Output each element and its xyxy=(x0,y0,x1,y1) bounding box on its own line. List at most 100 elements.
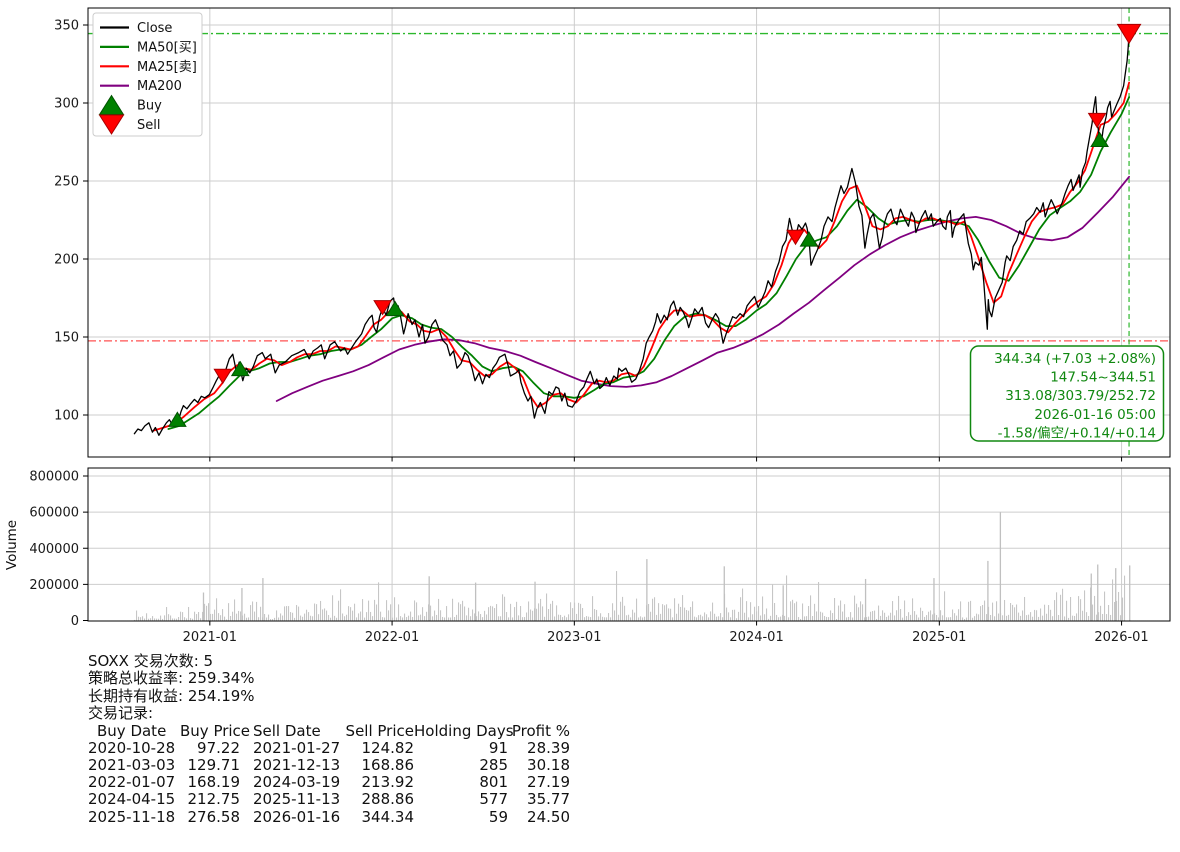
volume-bar xyxy=(438,598,440,621)
volume-bar xyxy=(508,617,510,621)
volume-bar xyxy=(704,612,706,621)
volume-bar xyxy=(160,615,162,621)
volume-bar xyxy=(476,616,478,621)
volume-bar xyxy=(336,617,338,621)
series-ma25- xyxy=(152,81,1130,432)
volume-bar xyxy=(430,605,432,621)
volume-bar xyxy=(362,599,364,621)
volume-bar xyxy=(918,617,920,621)
volume-bar xyxy=(726,607,728,621)
volume-bar xyxy=(278,617,280,621)
trade-table-cell: 577 xyxy=(479,790,508,809)
stats-trade-record-title: 交易记录: xyxy=(88,704,154,723)
stats-strategy-return: 策略总收益率: 259.34% xyxy=(88,669,255,688)
volume-bar xyxy=(812,616,814,621)
volume-bar xyxy=(1038,616,1040,621)
volume-bar xyxy=(1058,614,1060,621)
volume-bar xyxy=(156,618,158,621)
volume-ytick-label: 800000 xyxy=(29,470,79,485)
volume-bar xyxy=(340,589,342,621)
volume-bar xyxy=(344,616,346,621)
volume-bar xyxy=(696,617,698,621)
volume-bar xyxy=(1068,617,1070,621)
volume-bar xyxy=(870,611,872,621)
volume-bar xyxy=(388,610,390,621)
annotation-line-4: -1.58/偏空/+0.14/+0.14 xyxy=(998,425,1156,441)
volume-bar xyxy=(864,617,866,621)
volume-bar xyxy=(302,616,304,621)
volume-bar xyxy=(230,615,232,621)
volume-bar xyxy=(618,614,620,621)
volume-bar xyxy=(442,616,444,621)
volume-bar xyxy=(280,613,282,621)
trade-table-cell: 35.77 xyxy=(527,790,570,809)
trade-table-cell: 2020-10-28 xyxy=(88,738,176,757)
volume-bar xyxy=(652,598,654,621)
volume-bar xyxy=(168,614,170,621)
volume-bar xyxy=(184,617,186,621)
volume-bar xyxy=(298,606,300,621)
volume-bar xyxy=(290,612,292,621)
volume-bar xyxy=(1052,616,1054,621)
volume-bar xyxy=(134,619,136,621)
volume-bar xyxy=(484,610,486,621)
annotation-line-0: 344.34 (+7.03 +2.08%) xyxy=(994,351,1156,367)
volume-bar xyxy=(610,617,612,621)
volume-bar xyxy=(532,610,534,621)
volume-bar xyxy=(602,616,604,621)
volume-bar xyxy=(342,613,344,621)
volume-bar xyxy=(288,606,290,621)
volume-bar xyxy=(494,608,496,621)
volume-bar xyxy=(564,615,566,621)
volume-bar xyxy=(844,604,846,621)
volume-bar xyxy=(332,595,334,621)
volume-bar xyxy=(182,612,184,621)
volume-bar xyxy=(784,615,786,621)
volume-bar xyxy=(334,615,336,621)
volume-bar xyxy=(300,615,302,621)
volume-bar xyxy=(634,612,636,621)
volume-bar xyxy=(836,619,838,621)
volume-bar xyxy=(896,610,898,621)
volume-bar xyxy=(698,615,700,621)
volume-bar xyxy=(348,606,350,621)
volume-bar xyxy=(848,616,850,621)
volume-bar xyxy=(572,608,574,621)
volume-bar xyxy=(616,571,618,621)
volume-bar xyxy=(398,604,400,621)
volume-bar xyxy=(390,604,392,621)
volume-bar xyxy=(998,613,1000,621)
trade-table-cell: 59 xyxy=(488,807,508,826)
volume-bar xyxy=(196,614,198,621)
annotation-box xyxy=(969,345,1165,442)
volume-bar xyxy=(596,609,598,621)
volume-bar xyxy=(1026,615,1028,621)
volume-bar xyxy=(1012,604,1014,621)
volume-bar xyxy=(608,613,610,621)
trade-table-cell: 27.19 xyxy=(527,773,570,792)
volume-bar xyxy=(682,595,684,621)
volume-bar xyxy=(346,614,348,621)
volume-bar xyxy=(578,602,580,621)
volume-bar xyxy=(558,614,560,621)
volume-bar xyxy=(252,601,254,621)
volume-bar xyxy=(1086,612,1088,621)
sell-marker xyxy=(213,368,233,385)
volume-bar xyxy=(338,600,340,621)
sell-marker xyxy=(786,229,805,246)
volume-bar xyxy=(248,617,250,621)
volume-bar xyxy=(804,616,806,621)
trade-table-cell: 2025-11-18 xyxy=(88,807,176,826)
volume-bar xyxy=(640,616,642,621)
volume-bar xyxy=(378,582,380,621)
volume-bar xyxy=(904,600,906,621)
volume-bar xyxy=(1076,613,1078,621)
volume-bar xyxy=(824,616,826,621)
volume-bar xyxy=(376,604,378,621)
volume-bar xyxy=(1122,597,1124,621)
stats-block: SOXX 交易次数: 5 策略总收益率: 259.34% 长期持有收益: 254… xyxy=(88,652,570,826)
volume-bar xyxy=(794,603,796,621)
volume-bar xyxy=(736,618,738,621)
volume-spike-bar xyxy=(999,512,1002,621)
volume-bar xyxy=(312,616,314,621)
